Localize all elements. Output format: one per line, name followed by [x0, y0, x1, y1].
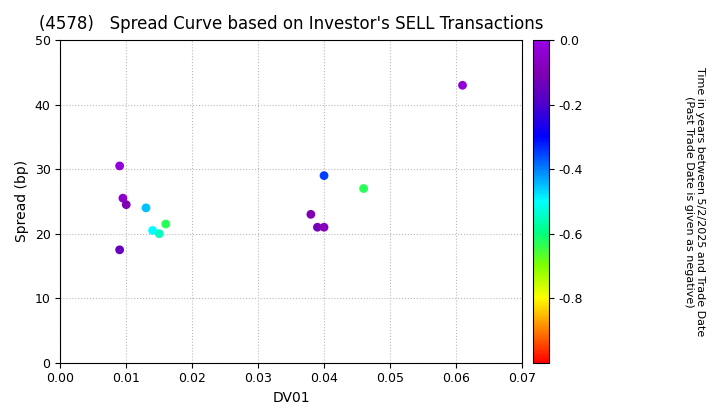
Point — [305, 211, 317, 218]
Y-axis label: Time in years between 5/2/2025 and Trade Date
(Past Trade Date is given as negat: Time in years between 5/2/2025 and Trade… — [684, 67, 706, 336]
Point — [153, 230, 165, 237]
Point — [120, 201, 132, 208]
Point — [358, 185, 369, 192]
Point — [114, 247, 125, 253]
Point — [318, 224, 330, 231]
Y-axis label: Spread (bp): Spread (bp) — [15, 160, 29, 242]
Point — [456, 82, 468, 89]
Point — [318, 172, 330, 179]
Point — [117, 195, 129, 202]
X-axis label: DV01: DV01 — [272, 391, 310, 405]
Title: (4578)   Spread Curve based on Investor's SELL Transactions: (4578) Spread Curve based on Investor's … — [39, 15, 544, 33]
Point — [312, 224, 323, 231]
Point — [147, 227, 158, 234]
Point — [114, 163, 125, 169]
Point — [140, 205, 152, 211]
Point — [160, 220, 171, 227]
